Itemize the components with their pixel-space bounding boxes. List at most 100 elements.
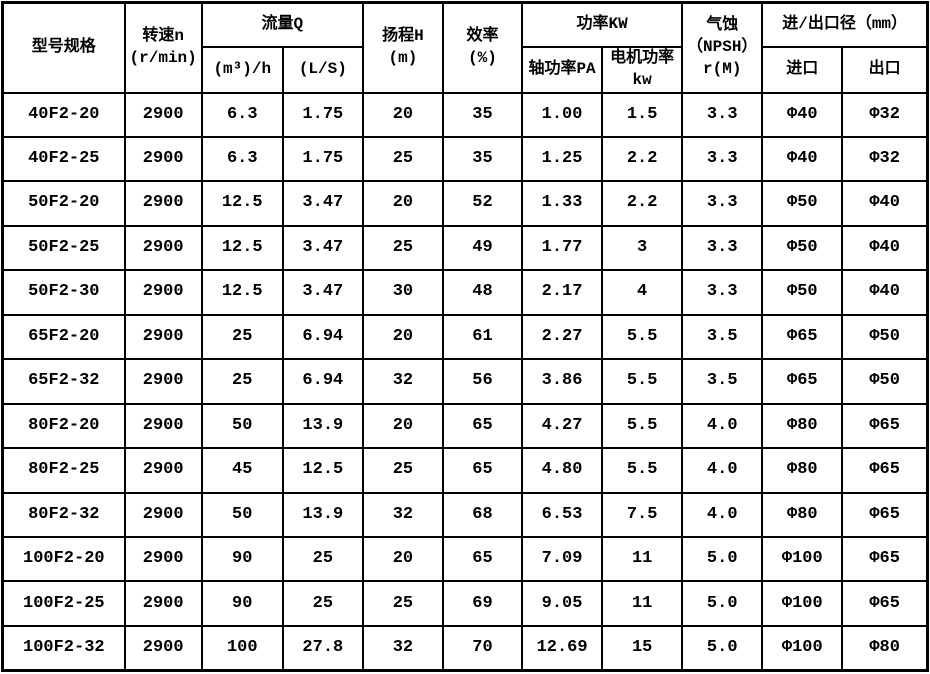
table-cell: 1.75 (281, 91, 364, 138)
table-cell: Φ40 (761, 91, 844, 138)
table-cell: 3.3 (681, 91, 764, 138)
table-cell: Φ50 (761, 224, 844, 272)
header-port-outlet: 出口 (841, 45, 929, 94)
table-cell: 11 (601, 536, 684, 583)
table-cell: 2900 (123, 313, 203, 361)
table-cell: 9.05 (521, 580, 604, 627)
table-cell: 12.5 (200, 269, 284, 316)
header-npsh: 气蚀 （NPSH） r(M) (681, 1, 764, 94)
table-cell: Φ40 (841, 180, 929, 227)
table-row: 50F2-20 2900 12.5 3.47 20 52 1.33 2.2 3.3 Φ50 Φ40 (1, 180, 929, 227)
table-cell: 2900 (123, 224, 203, 272)
table-row: 80F2-32 2900 50 13.9 32 68 6.53 7.5 4.0 Φ80 Φ65 (1, 491, 929, 539)
table-cell: 2900 (123, 402, 203, 450)
table-cell: 6.3 (200, 91, 284, 138)
table-cell: 2900 (123, 580, 203, 627)
table-cell: 100F2-20 (1, 536, 126, 583)
table-cell: Φ100 (761, 624, 844, 672)
table-cell: Φ65 (841, 491, 929, 539)
table-cell: 3.3 (681, 269, 764, 316)
header-power-group: 功率KW (521, 1, 684, 48)
table-header: 型号规格 转速n (r/min) 流量Q 扬程H (m) 效率 (%) 功率KW… (1, 1, 929, 94)
table-cell: 6.53 (521, 491, 604, 539)
table-cell: Φ65 (761, 358, 844, 405)
table-cell: 100F2-32 (1, 624, 126, 672)
table-cell: 1.33 (521, 180, 604, 227)
table-cell: 65 (441, 447, 524, 494)
table-cell: 3.5 (681, 358, 764, 405)
table-cell: 4.0 (681, 491, 764, 539)
table-cell: 5.0 (681, 624, 764, 672)
table-cell: 20 (361, 313, 444, 361)
table-cell: 2900 (123, 358, 203, 405)
table-cell: 4.0 (681, 402, 764, 450)
table-cell: Φ80 (841, 624, 929, 672)
table-cell: 15 (601, 624, 684, 672)
table-cell: 3.86 (521, 358, 604, 405)
table-cell: Φ80 (761, 491, 844, 539)
table-cell: 25 (281, 580, 364, 627)
table-cell: 100 (200, 624, 284, 672)
table-cell: 3.3 (681, 224, 764, 272)
table-cell: 61 (441, 313, 524, 361)
table-cell: 90 (200, 536, 284, 583)
table-cell: 2900 (123, 624, 203, 672)
table-cell: 11 (601, 580, 684, 627)
table-cell: 5.5 (601, 447, 684, 494)
table-cell: 7.5 (601, 491, 684, 539)
table-cell: 90 (200, 580, 284, 627)
table-cell: 1.25 (521, 135, 604, 183)
table-cell: 5.5 (601, 402, 684, 450)
table-cell: 3 (601, 224, 684, 272)
table-cell: 80F2-25 (1, 447, 126, 494)
table-row: 80F2-25 2900 45 12.5 25 65 4.80 5.5 4.0 Φ80 Φ65 (1, 447, 929, 494)
table-cell: Φ50 (841, 358, 929, 405)
header-head: 扬程H (m) (361, 1, 444, 94)
table-cell: 32 (361, 491, 444, 539)
table-cell: Φ40 (761, 135, 844, 183)
table-cell: Φ65 (841, 447, 929, 494)
table-cell: 6.3 (200, 135, 284, 183)
table-cell: 2900 (123, 536, 203, 583)
table-row: 100F2-25 2900 90 25 25 69 9.05 11 5.0 Φ100 Φ65 (1, 580, 929, 627)
table-cell: 5.5 (601, 358, 684, 405)
table-cell: 7.09 (521, 536, 604, 583)
header-flow-m3h: (m³)/h (200, 45, 284, 94)
header-flow-ls: (L/S) (281, 45, 364, 94)
table-cell: Φ40 (841, 224, 929, 272)
table-cell: 5.5 (601, 313, 684, 361)
table-cell: 52 (441, 180, 524, 227)
table-cell: Φ100 (761, 580, 844, 627)
table-row: 100F2-32 2900 100 27.8 32 70 12.69 15 5.0 Φ100 Φ80 (1, 624, 929, 672)
table-cell: Φ100 (761, 536, 844, 583)
header-ports-group: 进/出口径（mm） (761, 1, 929, 48)
table-cell: Φ40 (841, 269, 929, 316)
table-cell: 3.47 (281, 180, 364, 227)
table-cell: 25 (200, 313, 284, 361)
table-cell: 2.2 (601, 135, 684, 183)
table-cell: Φ65 (841, 402, 929, 450)
table-cell: 13.9 (281, 491, 364, 539)
table-cell: 65 (441, 536, 524, 583)
table-cell: 68 (441, 491, 524, 539)
table-cell: 65F2-20 (1, 313, 126, 361)
header-port-inlet: 进口 (761, 45, 844, 94)
table-body: 40F2-20 2900 6.3 1.75 20 35 1.00 1.5 3.3 Φ40 Φ32 40… (1, 91, 929, 672)
table-cell: 80F2-20 (1, 402, 126, 450)
header-power-motor: 电机功率 kw (601, 45, 684, 94)
table-cell: 2900 (123, 91, 203, 138)
table-cell: 49 (441, 224, 524, 272)
table-cell: 40F2-20 (1, 91, 126, 138)
table-cell: 4 (601, 269, 684, 316)
table-cell: 20 (361, 91, 444, 138)
table-cell: 50F2-25 (1, 224, 126, 272)
table-cell: Φ50 (841, 313, 929, 361)
table-cell: 12.69 (521, 624, 604, 672)
table-cell: 12.5 (281, 447, 364, 494)
table-row: 65F2-32 2900 25 6.94 32 56 3.86 5.5 3.5 Φ65 Φ50 (1, 358, 929, 405)
table-cell: 2.17 (521, 269, 604, 316)
table-cell: Φ65 (841, 536, 929, 583)
table-cell: 56 (441, 358, 524, 405)
table-cell: 35 (441, 91, 524, 138)
